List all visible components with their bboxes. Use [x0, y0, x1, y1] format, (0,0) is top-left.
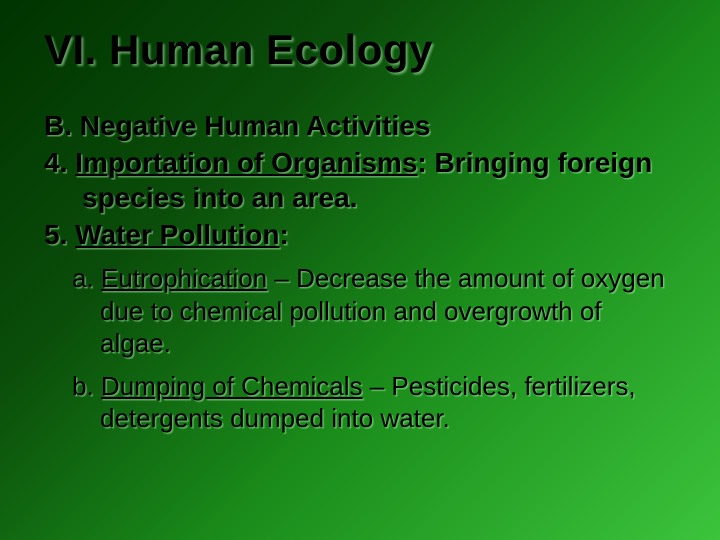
subitem-letter: a. [72, 263, 101, 293]
item-number: 4. [44, 147, 75, 178]
slide-title: VI. Human Ecology [44, 26, 676, 74]
sub-list-item: a. Eutrophication – Decrease the amount … [44, 262, 676, 360]
subitem-term: Eutrophication [101, 263, 267, 293]
list-item: 5. Water Pollution: [44, 217, 676, 252]
slide: VI. Human Ecology B. Negative Human Acti… [0, 0, 720, 540]
item-term: Importation of Organisms [75, 147, 417, 178]
subitem-term: Dumping of Chemicals [101, 371, 363, 401]
subitem-letter: b. [72, 371, 101, 401]
sub-list-item: b. Dumping of Chemicals – Pesticides, fe… [44, 370, 676, 435]
subheading: B. Negative Human Activities [44, 108, 676, 143]
list-item: 4. Importation of Organisms: Bringing fo… [44, 145, 676, 215]
item-number: 5. [44, 219, 75, 250]
item-term: Water Pollution [75, 219, 279, 250]
item-rest: : [279, 219, 288, 250]
